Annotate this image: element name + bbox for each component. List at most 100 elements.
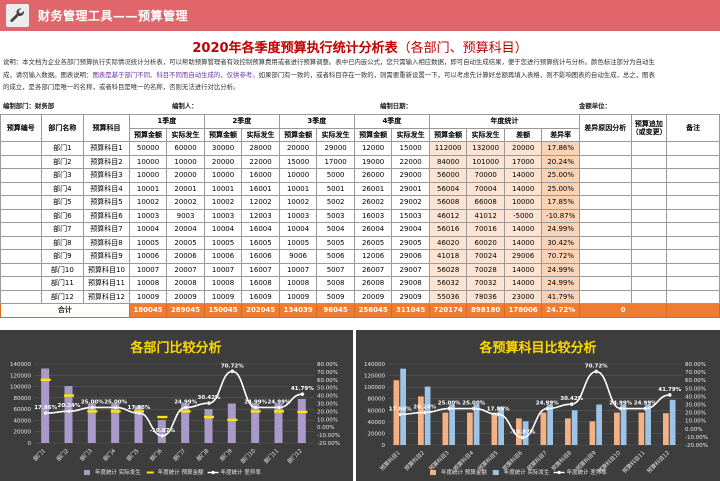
cell-reason[interactable]	[578, 208, 632, 223]
cell-note[interactable]	[666, 235, 720, 250]
cell-value[interactable]: 20001	[166, 181, 205, 196]
cell-value[interactable]: 16000	[241, 168, 280, 183]
cell-extra[interactable]	[630, 249, 668, 264]
cell-value[interactable]: 78036	[466, 289, 505, 304]
cell-value[interactable]: 20.24%	[541, 154, 580, 169]
cell-value[interactable]: 10000	[128, 168, 168, 183]
cell-value[interactable]: 10009	[128, 289, 168, 304]
cell-value[interactable]: 5000	[316, 168, 355, 183]
cell-value[interactable]: 66008	[466, 195, 505, 210]
cell-reason[interactable]	[578, 289, 632, 304]
cell-value[interactable]: 20008	[166, 276, 205, 291]
cell-subject[interactable]: 预算科目6	[83, 208, 130, 223]
cell-value[interactable]: 26002	[353, 195, 393, 210]
cell-value[interactable]: 29004	[391, 222, 430, 237]
cell-value[interactable]: 15000	[278, 154, 318, 169]
cell-value[interactable]: 20000	[166, 168, 205, 183]
cell-reason[interactable]	[578, 154, 632, 169]
cell-value[interactable]: 20002	[166, 195, 205, 210]
cell-dept[interactable]: 部门4	[40, 181, 85, 196]
cell-dept[interactable]: 部门5	[40, 195, 85, 210]
cell-value[interactable]: 20004	[166, 222, 205, 237]
cell-id[interactable]	[0, 276, 42, 291]
cell-value[interactable]: 10001	[203, 181, 243, 196]
cell-value[interactable]: 20000	[278, 141, 318, 156]
cell-dept[interactable]: 部门9	[40, 249, 85, 264]
cell-value[interactable]: 14000	[503, 276, 543, 291]
cell-value[interactable]: 26005	[353, 235, 393, 250]
cell-reason[interactable]	[578, 141, 632, 156]
cell-value[interactable]: -5000	[503, 208, 543, 223]
cell-value[interactable]: 29000	[391, 168, 430, 183]
cell-subject[interactable]: 预算科目9	[83, 249, 130, 264]
cell-subject[interactable]: 预算科目12	[83, 289, 130, 304]
cell-value[interactable]: 19000	[353, 154, 393, 169]
cell-value[interactable]: 29008	[391, 276, 430, 291]
cell-dept[interactable]: 部门3	[40, 168, 85, 183]
cell-value[interactable]: 9006	[278, 249, 318, 264]
cell-value[interactable]: 29000	[316, 141, 355, 156]
cell-value[interactable]: 30.42%	[541, 235, 580, 250]
cell-extra[interactable]	[630, 276, 668, 291]
cell-value[interactable]: 26004	[353, 222, 393, 237]
cell-note[interactable]	[666, 262, 720, 277]
cell-value[interactable]: 20009	[353, 289, 393, 304]
cell-value[interactable]: 20006	[166, 249, 205, 264]
cell-value[interactable]: 10000	[278, 168, 318, 183]
cell-value[interactable]: 70024	[466, 249, 505, 264]
cell-value[interactable]: 5006	[316, 249, 355, 264]
cell-id[interactable]	[0, 222, 42, 237]
cell-note[interactable]	[666, 276, 720, 291]
cell-value[interactable]: 12000	[353, 141, 393, 156]
cell-value[interactable]: 56032	[428, 276, 468, 291]
cell-value[interactable]: 16008	[241, 276, 280, 291]
cell-extra[interactable]	[630, 222, 668, 237]
cell-value[interactable]: 14000	[503, 168, 543, 183]
cell-subject[interactable]: 预算科目5	[83, 195, 130, 210]
cell-value[interactable]: 50000	[128, 141, 168, 156]
cell-value[interactable]: 56000	[428, 168, 468, 183]
cell-value[interactable]: 70016	[466, 222, 505, 237]
cell-extra[interactable]	[630, 168, 668, 183]
cell-reason[interactable]	[578, 195, 632, 210]
cell-value[interactable]: 22000	[241, 154, 280, 169]
cell-note[interactable]	[666, 208, 720, 223]
cell-value[interactable]: 10008	[278, 276, 318, 291]
cell-value[interactable]: 10002	[128, 195, 168, 210]
cell-extra[interactable]	[630, 141, 668, 156]
cell-value[interactable]: 12003	[241, 208, 280, 223]
cell-value[interactable]: 12002	[241, 195, 280, 210]
cell-value[interactable]: 60020	[466, 235, 505, 250]
cell-value[interactable]: 10007	[128, 262, 168, 277]
cell-value[interactable]: 26000	[353, 168, 393, 183]
cell-reason[interactable]	[578, 276, 632, 291]
cell-value[interactable]: 10003	[278, 208, 318, 223]
cell-value[interactable]: 16001	[241, 181, 280, 196]
cell-value[interactable]: 70004	[466, 181, 505, 196]
cell-value[interactable]: 10009	[278, 289, 318, 304]
cell-subject[interactable]: 预算科目3	[83, 168, 130, 183]
cell-dept[interactable]: 部门10	[40, 262, 85, 277]
cell-value[interactable]: 29006	[503, 249, 543, 264]
cell-id[interactable]	[0, 154, 42, 169]
cell-value[interactable]: 9003	[166, 208, 205, 223]
cell-reason[interactable]	[578, 262, 632, 277]
cell-value[interactable]: 10008	[203, 276, 243, 291]
cell-value[interactable]: 70032	[466, 276, 505, 291]
cell-value[interactable]: 70028	[466, 262, 505, 277]
cell-value[interactable]: 10007	[203, 262, 243, 277]
cell-value[interactable]: 26001	[353, 181, 393, 196]
cell-value[interactable]: 10005	[203, 235, 243, 250]
cell-value[interactable]: 5004	[316, 222, 355, 237]
cell-reason[interactable]	[578, 181, 632, 196]
cell-value[interactable]: 14000	[503, 181, 543, 196]
cell-note[interactable]	[666, 154, 720, 169]
cell-value[interactable]: 23000	[503, 289, 543, 304]
cell-value[interactable]: 5007	[316, 262, 355, 277]
cell-value[interactable]: 20005	[166, 235, 205, 250]
cell-value[interactable]: 10000	[203, 168, 243, 183]
cell-dept[interactable]: 部门11	[40, 276, 85, 291]
cell-value[interactable]: 70.72%	[541, 249, 580, 264]
cell-value[interactable]: 10001	[278, 181, 318, 196]
cell-value[interactable]: 10000	[128, 154, 168, 169]
